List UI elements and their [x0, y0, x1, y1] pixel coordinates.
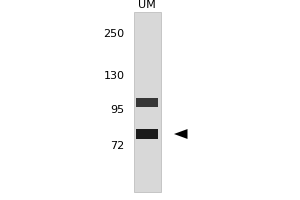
Text: 95: 95 [110, 105, 124, 115]
Bar [135, 12, 138, 192]
Bar [149, 12, 152, 192]
Bar [142, 12, 145, 192]
Bar [136, 129, 158, 139]
Bar [134, 12, 160, 192]
Text: UM: UM [138, 0, 156, 10]
Bar [153, 12, 156, 192]
Bar [138, 12, 141, 192]
Bar [136, 12, 139, 192]
Bar [140, 12, 143, 192]
Text: 72: 72 [110, 141, 124, 151]
Bar [141, 12, 144, 192]
Polygon shape [174, 129, 188, 139]
Bar [143, 12, 146, 192]
Bar [136, 98, 158, 106]
Bar [154, 12, 157, 192]
Text: 250: 250 [103, 29, 124, 39]
Bar [151, 12, 154, 192]
Bar [152, 12, 155, 192]
Text: 130: 130 [103, 71, 124, 81]
Bar [137, 12, 140, 192]
Bar [147, 12, 150, 192]
Bar [146, 12, 148, 192]
Bar [150, 12, 153, 192]
Bar [139, 12, 142, 192]
Bar [148, 12, 151, 192]
Bar [155, 12, 158, 192]
Bar [144, 12, 147, 192]
